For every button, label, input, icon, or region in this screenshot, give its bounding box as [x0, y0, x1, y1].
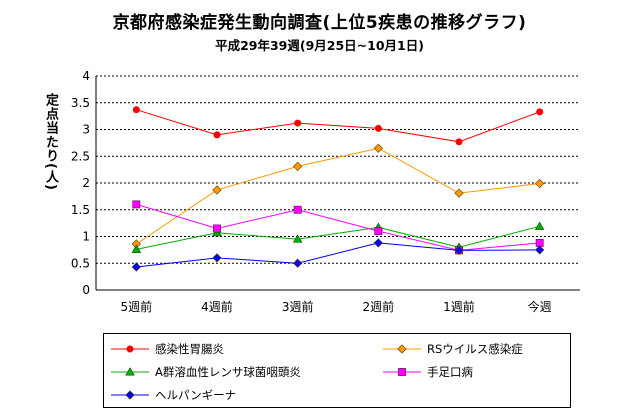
chart-legend: 感染性胃腸炎 RSウイルス感染症 A群溶血性レンサ球菌咽頭炎 手足口病ヘルパンギーナ	[103, 333, 571, 408]
legend-swatch	[383, 368, 421, 376]
legend-swatch	[111, 390, 149, 400]
legend-item: 感染性胃腸炎	[109, 340, 224, 358]
data-point-series-2	[454, 188, 464, 198]
series-line-1	[136, 109, 540, 143]
data-point-series-5	[454, 245, 464, 256]
data-point-series-4	[213, 224, 221, 233]
legend-item: RSウイルス感染症	[381, 340, 523, 358]
data-point-series-5	[131, 262, 141, 272]
data-point-series-3	[292, 234, 303, 243]
chart-subtitle: 平成29年39週(9月25日~10月1日)	[215, 38, 424, 53]
x-tick-label: 今週	[528, 299, 552, 314]
y-tick-label: 3.5	[71, 96, 90, 110]
data-point-series-5	[535, 245, 545, 255]
data-point-series-1	[132, 106, 140, 114]
data-point-series-1	[213, 131, 221, 139]
data-point-series-1	[294, 119, 302, 127]
data-point-series-5	[212, 253, 222, 263]
data-point-series-4	[374, 227, 383, 236]
y-tick-label: 2	[82, 176, 90, 190]
chart-title: 京都府感染症発生動向調査(上位5疾患の推移グラフ)	[112, 13, 527, 33]
y-tick-label: 0	[82, 283, 90, 297]
data-point-series-3	[534, 221, 545, 230]
data-point-series-2	[212, 185, 222, 195]
series-line-2	[136, 147, 540, 245]
x-tick-label: 2週前	[363, 299, 395, 314]
x-tick-label: 3週前	[282, 299, 314, 314]
legend-marker	[397, 344, 407, 354]
data-point-series-1	[374, 124, 382, 132]
x-tick-label: 4週前	[201, 299, 233, 314]
legend-label: RSウイルス感染症	[427, 342, 523, 356]
data-point-series-2	[373, 143, 383, 153]
legend-swatch	[111, 345, 149, 353]
legend-item: 手足口病	[381, 363, 473, 381]
data-point-series-4	[293, 205, 302, 214]
legend-label: A群溶血性レンサ球菌咽頭炎	[155, 365, 301, 379]
series-line-3	[136, 225, 540, 250]
legend-label: 感染性胃腸炎	[155, 342, 224, 356]
legend-marker	[125, 367, 135, 376]
y-tick-label: 3	[82, 123, 90, 137]
data-point-series-1	[455, 138, 463, 146]
data-point-series-2	[535, 178, 545, 189]
series-line-4	[136, 203, 540, 251]
legend-marker	[125, 390, 135, 400]
legend-item: A群溶血性レンサ球菌咽頭炎	[109, 363, 301, 381]
data-point-series-2	[293, 161, 303, 172]
legend-item: ヘルパンギーナ	[109, 386, 236, 404]
series-line-5	[136, 242, 540, 268]
legend-marker	[126, 345, 134, 353]
x-tick-label: 5週前	[121, 299, 153, 314]
data-point-series-5	[373, 238, 383, 248]
y-tick-label: 0.5	[71, 256, 90, 270]
data-point-series-3	[131, 244, 142, 253]
x-tick-label: 1週前	[443, 299, 475, 314]
legend-marker	[398, 368, 406, 376]
legend-swatch	[111, 367, 149, 376]
legend-label: ヘルパンギーナ	[155, 388, 237, 402]
data-point-series-5	[293, 258, 303, 268]
data-point-series-1	[536, 108, 544, 116]
y-tick-label: 4	[82, 69, 90, 83]
legend-label: 手足口病	[427, 365, 473, 379]
legend-swatch	[383, 344, 421, 354]
y-axis-label: 定点当たり(人)	[43, 93, 58, 191]
data-point-series-4	[132, 200, 141, 209]
y-tick-label: 1.5	[71, 203, 90, 217]
y-tick-label: 1	[82, 230, 90, 244]
line-chart: 0 0.5 1 1.5 2 2.5 3 3.5 4 5週前 4週前 3週前 2週前 1週前 今週	[71, 69, 580, 314]
y-tick-label: 2.5	[71, 149, 90, 163]
